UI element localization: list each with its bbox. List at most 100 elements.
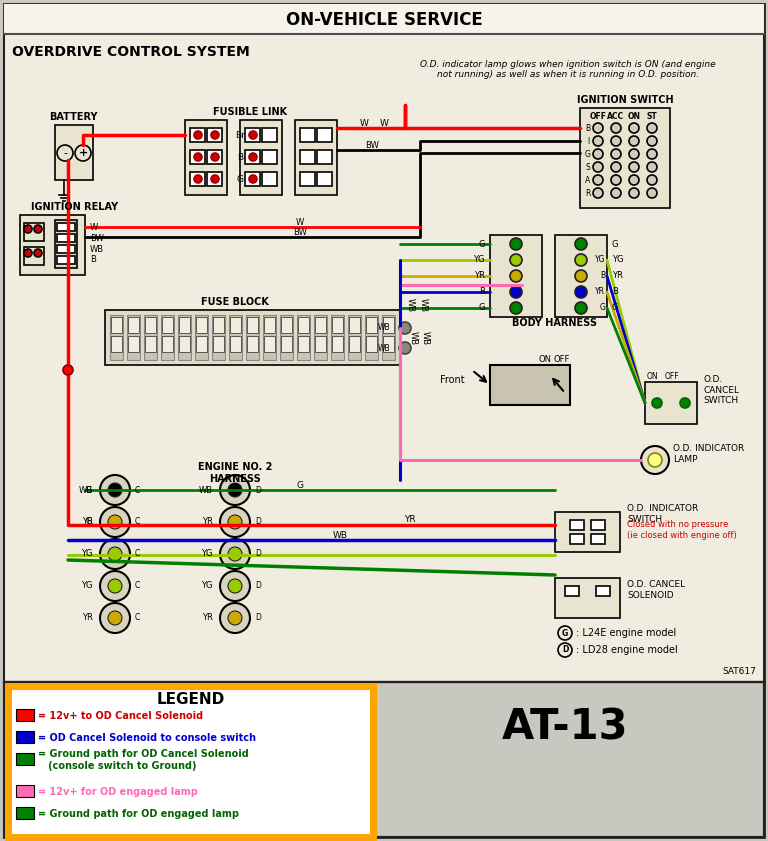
Bar (213, 317, 224, 333)
Text: C: C (135, 613, 141, 622)
Text: D: D (255, 485, 261, 495)
Bar (57, 245, 75, 253)
Circle shape (647, 162, 657, 172)
Bar (490, 235, 542, 317)
Text: BODY HARNESS: BODY HARNESS (512, 318, 598, 328)
Bar (383, 317, 394, 333)
Bar (229, 315, 242, 360)
Text: YG: YG (201, 549, 213, 558)
Bar (365, 315, 378, 360)
Text: OVERDRIVE CONTROL SYSTEM: OVERDRIVE CONTROL SYSTEM (12, 45, 250, 59)
Bar (196, 336, 207, 352)
Bar (315, 336, 326, 352)
Circle shape (75, 145, 91, 161)
Bar (16, 753, 34, 765)
Bar (4, 682, 764, 837)
Text: D: D (255, 517, 261, 526)
Circle shape (228, 579, 242, 593)
Bar (24, 247, 44, 265)
Bar (246, 315, 259, 360)
Bar (555, 512, 620, 552)
Circle shape (211, 153, 219, 161)
Bar (162, 317, 173, 333)
Text: G: G (85, 517, 91, 526)
Bar (298, 317, 309, 333)
Bar (281, 336, 292, 352)
Text: = Ground path for OD engaged lamp: = Ground path for OD engaged lamp (38, 809, 239, 819)
Circle shape (593, 123, 603, 133)
Bar (161, 315, 174, 360)
Text: ON: ON (647, 372, 659, 380)
Text: W: W (296, 218, 304, 226)
Bar (570, 534, 584, 544)
Circle shape (629, 188, 639, 198)
Bar (144, 315, 157, 360)
Bar (190, 128, 205, 142)
Bar (332, 317, 343, 333)
Text: YR: YR (82, 613, 93, 622)
Circle shape (647, 175, 657, 185)
Circle shape (575, 270, 587, 282)
Circle shape (108, 515, 122, 529)
Bar (230, 336, 241, 352)
Text: AT-13: AT-13 (502, 707, 628, 749)
Circle shape (34, 225, 42, 233)
Text: YR: YR (202, 613, 213, 622)
Bar (382, 315, 395, 360)
Text: B: B (237, 152, 243, 161)
Text: +: + (78, 148, 88, 158)
Text: YR: YR (595, 288, 605, 297)
Text: WB: WB (406, 298, 415, 312)
Text: C: C (135, 581, 141, 590)
Text: D: D (255, 549, 261, 558)
Text: R: R (585, 188, 591, 198)
Text: O.D. INDICATOR
SWITCH: O.D. INDICATOR SWITCH (627, 505, 698, 524)
Text: O.D. CANCEL
SOLENOID: O.D. CANCEL SOLENOID (627, 580, 685, 600)
Circle shape (611, 162, 621, 172)
Circle shape (575, 302, 587, 314)
Bar (366, 336, 377, 352)
Bar (57, 256, 75, 264)
Bar (57, 234, 75, 242)
Bar (105, 310, 400, 365)
Circle shape (399, 322, 411, 334)
Text: G: G (612, 304, 618, 313)
Text: OFF: OFF (590, 112, 607, 120)
Circle shape (629, 149, 639, 159)
Circle shape (611, 188, 621, 198)
Circle shape (510, 302, 522, 314)
Circle shape (510, 286, 522, 298)
Bar (4, 4, 764, 34)
Text: ON: ON (538, 355, 551, 363)
Circle shape (249, 131, 257, 139)
Circle shape (647, 149, 657, 159)
Text: = OD Cancel Solenoid to console switch: = OD Cancel Solenoid to console switch (38, 733, 256, 743)
Text: ENGINE NO. 2
HARNESS: ENGINE NO. 2 HARNESS (198, 463, 272, 484)
Circle shape (647, 136, 657, 146)
Bar (591, 520, 605, 530)
Bar (366, 317, 377, 333)
Bar (262, 172, 277, 186)
Circle shape (593, 162, 603, 172)
Circle shape (399, 342, 411, 354)
Text: Front: Front (440, 375, 465, 385)
Bar (190, 172, 205, 186)
Circle shape (510, 238, 522, 250)
Text: Closed with no pressure
(ie closed with engine off): Closed with no pressure (ie closed with … (627, 521, 737, 540)
Text: IGNITION RELAY: IGNITION RELAY (31, 202, 118, 212)
Text: S: S (586, 162, 591, 172)
Text: = Ground path for OD Cancel Solenoid
   (console switch to Ground): = Ground path for OD Cancel Solenoid (co… (38, 749, 249, 771)
FancyBboxPatch shape (8, 686, 373, 837)
Text: Br: Br (235, 130, 245, 140)
Bar (207, 172, 222, 186)
Text: -: - (63, 148, 67, 158)
Bar (565, 586, 579, 596)
Bar (16, 785, 34, 797)
Bar (349, 336, 360, 352)
Bar (263, 315, 276, 360)
Text: G: G (562, 628, 568, 637)
Bar (281, 317, 292, 333)
Bar (16, 807, 34, 819)
Text: IGNITION SWITCH: IGNITION SWITCH (577, 95, 674, 105)
Bar (247, 317, 258, 333)
